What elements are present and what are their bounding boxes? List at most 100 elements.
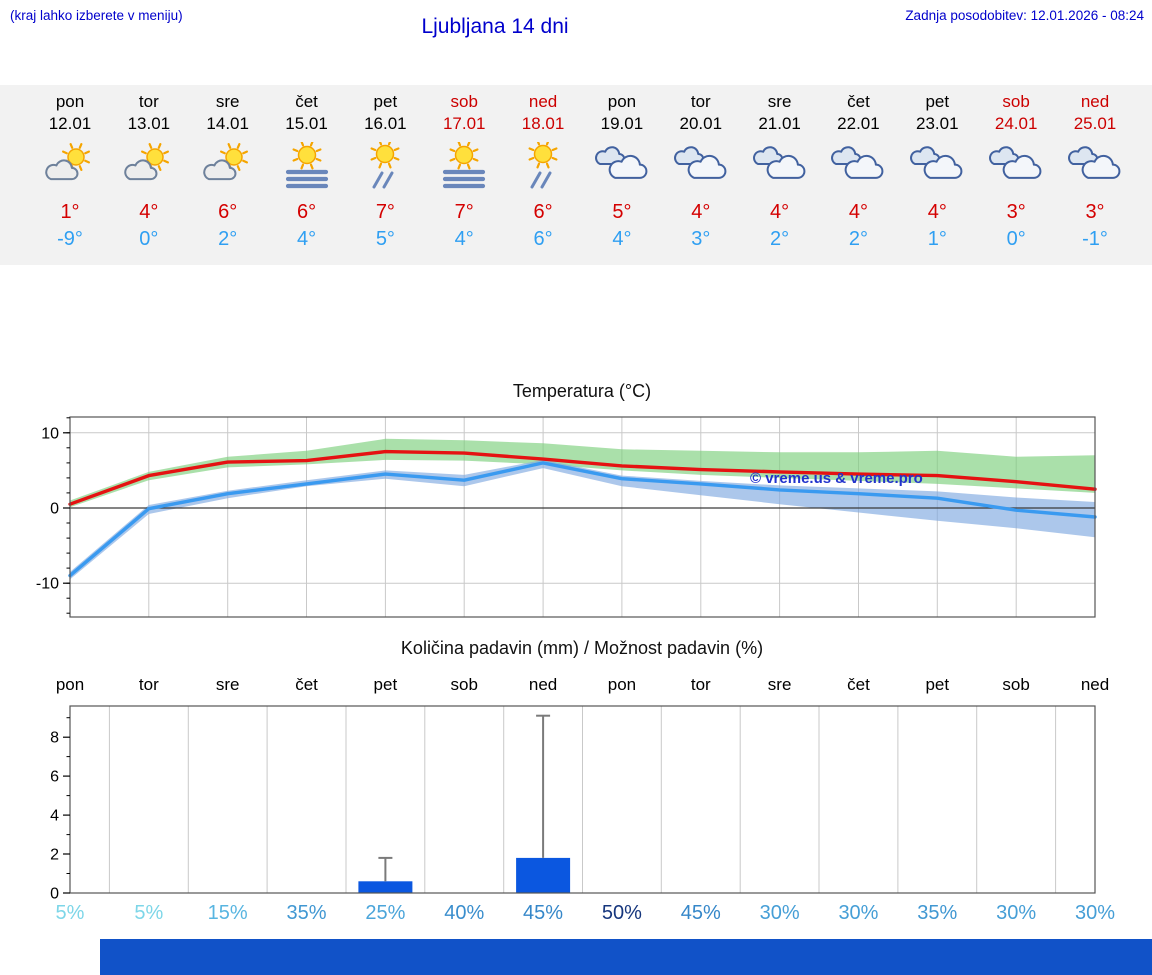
temp-max: 3°	[1085, 201, 1105, 223]
day-name: tor	[138, 92, 159, 111]
precip-probability: 30%	[996, 902, 1037, 924]
precip-bar	[358, 881, 413, 893]
cloudy-icon	[818, 140, 898, 192]
precip-probability: 35%	[917, 902, 958, 924]
precip-day-label: ned	[1080, 675, 1110, 694]
precip-probability: 25%	[365, 902, 406, 924]
day-date: 23.01	[916, 114, 959, 133]
temp-min: 5°	[375, 228, 395, 250]
forecast-day-20.01: tor 20.01 4° 3°	[661, 91, 741, 253]
cloudy-icon	[976, 140, 1056, 192]
precip-day-label: čet	[847, 675, 870, 694]
menu-hint: (kraj lahko izberete v meniju)	[10, 8, 183, 23]
day-name: ned	[528, 92, 558, 111]
precip-probability: 30%	[1074, 902, 1116, 924]
temperature-chart: -10 0 10 © vreme.us & vreme.pro	[36, 416, 1097, 618]
precip-probability: 35%	[286, 902, 327, 924]
precip-day-label: ned	[528, 675, 558, 694]
last-update: Zadnja posodobitev: 12.01.2026 - 08:24	[905, 8, 1144, 23]
temp-max: 7°	[375, 201, 395, 223]
precip-probability: 45%	[680, 902, 721, 924]
svg-text:0: 0	[50, 501, 59, 518]
precip-day-label: tor	[138, 675, 159, 694]
precip-probability: 5%	[55, 902, 85, 924]
sun-cloud-icon	[109, 140, 189, 192]
forecast-day-15.01: čet 15.01 6° 4°	[267, 91, 347, 253]
precip-bar	[516, 857, 571, 893]
forecast-day-14.01: sre 14.01 6° 2°	[188, 91, 268, 253]
precip-day-label: sob	[1002, 675, 1030, 694]
temp-max: 7°	[454, 201, 474, 223]
sun-cloud-icon	[30, 140, 110, 192]
forecast-day-22.01: čet 22.01 4° 2°	[818, 91, 898, 253]
day-date: 12.01	[48, 114, 92, 133]
day-name: čet	[847, 92, 870, 111]
forecast-day-17.01: sob 17.01 7° 4°	[424, 91, 504, 253]
day-name: pon	[55, 92, 85, 111]
temp-min: 0°	[1006, 228, 1026, 250]
temp-min: 2°	[848, 228, 869, 250]
day-date: 21.01	[758, 114, 801, 133]
day-date: 20.01	[679, 114, 723, 133]
temp-min: 6°	[533, 228, 553, 250]
precip-probability: 45%	[523, 902, 564, 924]
precip-day-label: pet	[373, 675, 398, 694]
forecast-day-23.01: pet 23.01 4° 1°	[897, 91, 977, 253]
temp-min: 4°	[612, 228, 632, 250]
day-date: 18.01	[521, 114, 565, 133]
precipitation-chart: 0 2 4 6 8	[50, 705, 1096, 901]
day-name: sre	[215, 92, 240, 111]
day-date: 25.01	[1073, 114, 1117, 133]
precip-day-label: sob	[450, 675, 478, 694]
day-name: sob	[450, 92, 478, 111]
day-name: sob	[1002, 92, 1030, 111]
forecast-day-13.01: tor 13.01 4° 0°	[109, 91, 189, 253]
temp-min: 4°	[296, 228, 317, 250]
svg-text:6: 6	[50, 769, 59, 786]
temp-min: -1°	[1082, 228, 1108, 250]
tmin-range-band	[70, 459, 1095, 580]
day-name: sre	[767, 92, 792, 111]
cloudy-icon	[1055, 140, 1135, 192]
precip-probability: 30%	[759, 902, 800, 924]
forecast-day-18.01: ned 18.01 6° 6°	[503, 91, 583, 253]
temp-max: 1°	[60, 201, 80, 223]
precip-day-label: tor	[690, 675, 711, 694]
day-name: pon	[607, 92, 637, 111]
temp-max: 3°	[1006, 201, 1026, 223]
day-date: 14.01	[206, 114, 249, 133]
forecast-day-12.01: pon 12.01 1° -9°	[30, 91, 110, 253]
temp-min: 4°	[454, 228, 474, 250]
svg-text:4: 4	[50, 808, 59, 825]
forecast-day-16.01: pet 16.01 7° 5°	[345, 91, 425, 253]
precip-probability: 5%	[134, 902, 164, 924]
sun-fog-icon	[424, 140, 504, 192]
forecast-strip: pon 12.01 1° -9° tor 13.01 4° 0° sre 14.01 6° 2° čet…	[0, 85, 1152, 265]
watermark: © vreme.us & vreme.pro	[750, 470, 923, 487]
tmin-line	[68, 461, 1097, 578]
precip-chart-title: Količina padavin (mm) / Možnost padavin …	[400, 638, 764, 658]
page-title: Ljubljana 14 dni	[421, 15, 569, 38]
temperature-chart-title: Temperatura (°C)	[512, 381, 652, 401]
tmax-range-band	[70, 438, 1095, 508]
sun-rain-icon	[503, 140, 583, 192]
footer-bar	[100, 939, 1152, 975]
cloudy-icon	[897, 140, 977, 192]
svg-text:0: 0	[50, 886, 59, 901]
temp-max: 5°	[612, 201, 632, 223]
forecast-day-21.01: sre 21.01 4° 2°	[740, 91, 820, 253]
cloudy-icon	[582, 140, 662, 192]
temp-max: 4°	[848, 201, 869, 223]
day-name: čet	[295, 92, 318, 111]
day-date: 24.01	[994, 114, 1038, 133]
day-date: 15.01	[285, 114, 328, 133]
temp-max: 6°	[533, 201, 553, 223]
precip-day-label: sre	[767, 675, 792, 694]
precip-day-label: čet	[295, 675, 318, 694]
precip-day-label: sre	[215, 675, 240, 694]
temp-max: 4°	[691, 201, 711, 223]
sun-cloud-icon	[188, 140, 268, 192]
precip-day-label: pon	[55, 675, 85, 694]
precip-probability: 50%	[601, 902, 642, 924]
